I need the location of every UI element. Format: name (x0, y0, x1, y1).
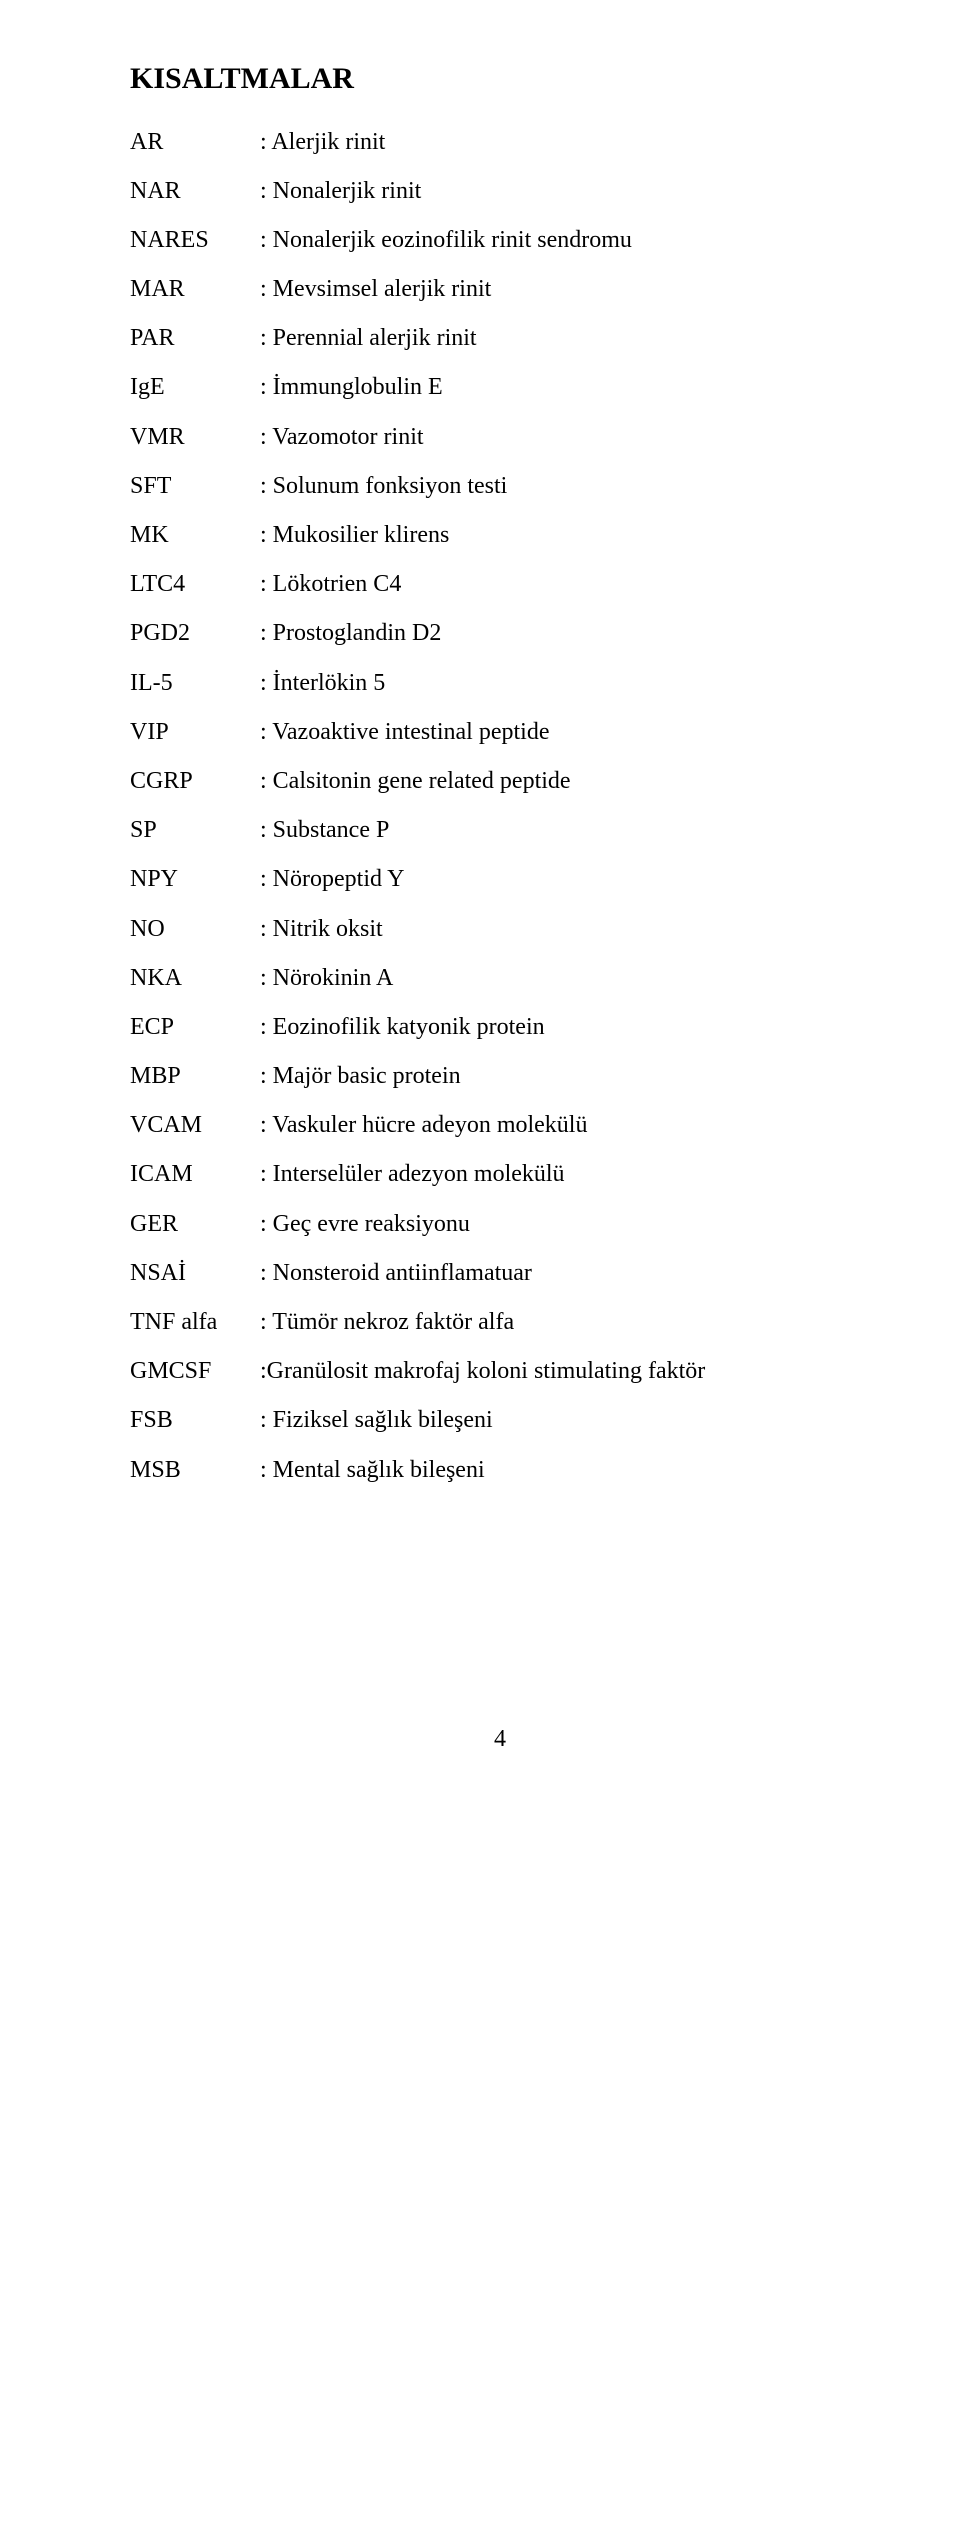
abbr-row: NSAİ: Nonsteroid antiinflamatuar (130, 1249, 870, 1298)
abbr-term: NARES (130, 216, 260, 265)
abbr-row: PAR: Perennial alerjik rinit (130, 314, 870, 363)
abbr-term: ECP (130, 1003, 260, 1052)
abbr-term: NAR (130, 167, 260, 216)
abbr-term: LTC4 (130, 560, 260, 609)
page-title: KISALTMALAR (130, 48, 870, 110)
abbr-row: IL-5: İnterlökin 5 (130, 659, 870, 708)
abbr-definition: : İmmunglobulin E (260, 363, 870, 412)
abbr-row: NAR: Nonalerjik rinit (130, 167, 870, 216)
abbr-row: SP: Substance P (130, 806, 870, 855)
abbr-definition: : Nitrik oksit (260, 905, 870, 954)
abbr-term: PGD2 (130, 609, 260, 658)
abbr-term: NO (130, 905, 260, 954)
abbr-term: NKA (130, 954, 260, 1003)
abbr-row: VMR: Vazomotor rinit (130, 413, 870, 462)
abbr-term: IL-5 (130, 659, 260, 708)
abbr-row: CGRP: Calsitonin gene related peptide (130, 757, 870, 806)
abbr-term: ICAM (130, 1150, 260, 1199)
abbr-row: MAR: Mevsimsel alerjik rinit (130, 265, 870, 314)
abbr-term: PAR (130, 314, 260, 363)
abbr-definition: : Majör basic protein (260, 1052, 870, 1101)
abbr-definition: : Interselüler adezyon molekülü (260, 1150, 870, 1199)
abbr-term: VMR (130, 413, 260, 462)
abbr-term: CGRP (130, 757, 260, 806)
abbr-definition: : Nöropeptid Y (260, 855, 870, 904)
abbr-term: VIP (130, 708, 260, 757)
abbr-term: AR (130, 118, 260, 167)
abbr-definition: : Nonalerjik rinit (260, 167, 870, 216)
abbr-row: NO: Nitrik oksit (130, 905, 870, 954)
abbr-term: SP (130, 806, 260, 855)
abbr-row: GMCSF:Granülosit makrofaj koloni stimula… (130, 1347, 870, 1396)
abbr-definition: : Prostoglandin D2 (260, 609, 870, 658)
abbr-row: ECP: Eozinofilik katyonik protein (130, 1003, 870, 1052)
abbr-definition: : Vazoaktive intestinal peptide (260, 708, 870, 757)
abbr-term: NPY (130, 855, 260, 904)
abbr-definition: : Alerjik rinit (260, 118, 870, 167)
abbr-term: TNF alfa (130, 1298, 260, 1347)
abbr-definition: :Granülosit makrofaj koloni stimulating … (260, 1347, 870, 1396)
abbr-row: PGD2: Prostoglandin D2 (130, 609, 870, 658)
abbr-term: GER (130, 1200, 260, 1249)
abbr-term: MAR (130, 265, 260, 314)
abbr-definition: : Fiziksel sağlık bileşeni (260, 1396, 870, 1445)
abbr-definition: : Mental sağlık bileşeni (260, 1446, 870, 1495)
abbr-row: NKA: Nörokinin A (130, 954, 870, 1003)
abbr-term: NSAİ (130, 1249, 260, 1298)
abbr-definition: : Substance P (260, 806, 870, 855)
abbr-term: MSB (130, 1446, 260, 1495)
abbr-term: SFT (130, 462, 260, 511)
abbr-term: VCAM (130, 1101, 260, 1150)
abbr-row: FSB: Fiziksel sağlık bileşeni (130, 1396, 870, 1445)
abbr-row: TNF alfa: Tümör nekroz faktör alfa (130, 1298, 870, 1347)
abbr-row: IgE: İmmunglobulin E (130, 363, 870, 412)
abbr-definition: : Eozinofilik katyonik protein (260, 1003, 870, 1052)
abbr-term: FSB (130, 1396, 260, 1445)
abbr-definition: : Mukosilier klirens (260, 511, 870, 560)
abbr-row: VCAM: Vaskuler hücre adeyon molekülü (130, 1101, 870, 1150)
abbr-definition: : Geç evre reaksiyonu (260, 1200, 870, 1249)
abbr-definition: : Nörokinin A (260, 954, 870, 1003)
abbr-definition: : Perennial alerjik rinit (260, 314, 870, 363)
abbr-definition: : Solunum fonksiyon testi (260, 462, 870, 511)
abbr-definition: : Vaskuler hücre adeyon molekülü (260, 1101, 870, 1150)
abbr-definition: : Lökotrien C4 (260, 560, 870, 609)
abbr-row: MK: Mukosilier klirens (130, 511, 870, 560)
abbr-row: SFT: Solunum fonksiyon testi (130, 462, 870, 511)
abbr-definition: : Nonsteroid antiinflamatuar (260, 1249, 870, 1298)
abbr-row: LTC4: Lökotrien C4 (130, 560, 870, 609)
abbr-row: ICAM: Interselüler adezyon molekülü (130, 1150, 870, 1199)
page-number: 4 (130, 1715, 870, 1764)
abbr-term: IgE (130, 363, 260, 412)
abbr-definition: : Vazomotor rinit (260, 413, 870, 462)
abbr-row: GER: Geç evre reaksiyonu (130, 1200, 870, 1249)
abbr-row: NPY: Nöropeptid Y (130, 855, 870, 904)
abbr-term: MBP (130, 1052, 260, 1101)
abbr-row: MBP: Majör basic protein (130, 1052, 870, 1101)
abbr-row: AR: Alerjik rinit (130, 118, 870, 167)
abbr-definition: : Calsitonin gene related peptide (260, 757, 870, 806)
abbr-definition: : İnterlökin 5 (260, 659, 870, 708)
abbr-row: VIP: Vazoaktive intestinal peptide (130, 708, 870, 757)
abbreviation-list: AR: Alerjik rinitNAR: Nonalerjik rinitNA… (130, 118, 870, 1495)
abbr-term: GMCSF (130, 1347, 260, 1396)
abbr-row: MSB: Mental sağlık bileşeni (130, 1446, 870, 1495)
abbr-definition: : Mevsimsel alerjik rinit (260, 265, 870, 314)
abbr-term: MK (130, 511, 260, 560)
abbr-definition: : Tümör nekroz faktör alfa (260, 1298, 870, 1347)
abbr-row: NARES: Nonalerjik eozinofilik rinit send… (130, 216, 870, 265)
abbr-definition: : Nonalerjik eozinofilik rinit sendromu (260, 216, 870, 265)
